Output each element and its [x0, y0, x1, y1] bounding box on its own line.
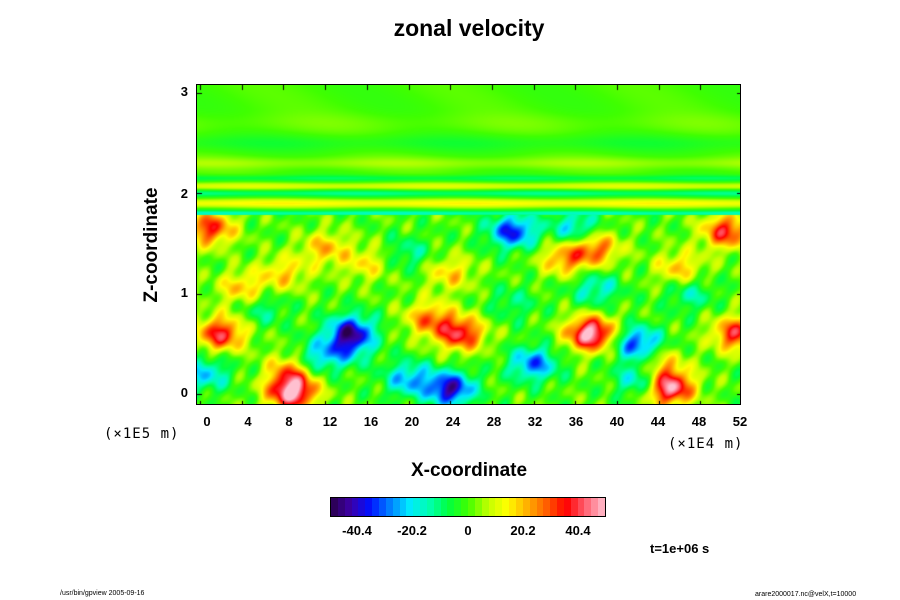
- x-tick-label: 32: [527, 414, 543, 429]
- y-axis-label: Z-coordinate: [141, 187, 162, 303]
- colorbar-segment: [433, 498, 442, 516]
- colorbar-segment: [529, 498, 538, 516]
- y-scale-note: (×1E5 m): [104, 426, 180, 442]
- colorbar-segment: [399, 498, 407, 516]
- colorbar-segment: [468, 498, 476, 516]
- colorbar-segment: [522, 498, 531, 516]
- colorbar-segment: [420, 498, 428, 516]
- colorbar-segment: [557, 498, 565, 516]
- colorbar-segment: [488, 498, 496, 516]
- colorbar-segment: [515, 498, 524, 516]
- colorbar-segment: [454, 498, 462, 516]
- plot-area: [196, 84, 741, 405]
- colorbar-segment: [351, 498, 359, 516]
- time-label: t=1e+06 s: [650, 541, 710, 556]
- colorbar-segment: [584, 498, 592, 516]
- x-tick-label: 40: [609, 414, 625, 429]
- x-tick-label: 28: [486, 414, 502, 429]
- colorbar-segment: [598, 498, 605, 516]
- x-axis-label: X-coordinate: [410, 460, 528, 481]
- colorbar-segment: [440, 498, 449, 516]
- colorbar-tick-label: 0: [464, 523, 472, 538]
- footer-left: /usr/bin/gpview 2005-09-16: [60, 590, 145, 597]
- colorbar-segment: [392, 498, 401, 516]
- colorbar-segment: [481, 498, 490, 516]
- zonal-velocity-heatmap: [197, 85, 740, 404]
- colorbar: [330, 497, 606, 517]
- x-tick-label: 48: [691, 414, 707, 429]
- x-tick-label: 52: [732, 414, 748, 429]
- x-tick-label: 0: [203, 414, 211, 429]
- x-tick-label: 16: [363, 414, 379, 429]
- colorbar-segment: [413, 498, 421, 516]
- colorbar-segment: [461, 498, 469, 516]
- colorbar-segment: [563, 498, 572, 516]
- x-tick-label: 44: [650, 414, 666, 429]
- colorbar-tick-label: 20.2: [510, 523, 536, 538]
- colorbar-segment: [577, 498, 586, 516]
- x-tick-label: 12: [322, 414, 338, 429]
- y-tick-label: 2: [180, 186, 188, 201]
- colorbar-segment: [406, 498, 414, 516]
- y-tick-label: 0: [180, 385, 188, 400]
- colorbar-tick-label: 40.4: [565, 523, 591, 538]
- colorbar-tick-label: -20.2: [397, 523, 427, 538]
- colorbar-tick-label: -40.4: [342, 523, 372, 538]
- colorbar-segment: [426, 498, 435, 516]
- colorbar-segment: [385, 498, 394, 516]
- colorbar-segment: [331, 498, 339, 516]
- x-tick-label: 4: [244, 414, 252, 429]
- colorbar-segment: [570, 498, 579, 516]
- colorbar-segment: [358, 498, 366, 516]
- colorbar-segment: [378, 498, 387, 516]
- chart-title: zonal velocity: [393, 15, 545, 41]
- y-tick-label: 1: [180, 285, 188, 300]
- colorbar-segment: [543, 498, 551, 516]
- x-scale-note: (×1E4 m): [668, 436, 744, 452]
- colorbar-segment: [365, 498, 373, 516]
- x-tick-label: 24: [445, 414, 461, 429]
- footer-right: arare2000017.nc@velX,t=10000: [755, 591, 857, 598]
- colorbar-segment: [550, 498, 558, 516]
- colorbar-segment: [502, 498, 510, 516]
- colorbar-segment: [536, 498, 544, 516]
- colorbar-segment: [474, 498, 483, 516]
- colorbar-segment: [447, 498, 455, 516]
- colorbar-segment: [509, 498, 517, 516]
- colorbar-segment: [372, 498, 380, 516]
- y-tick-label: 3: [180, 84, 188, 99]
- colorbar-segment: [344, 498, 353, 516]
- colorbar-segment: [591, 498, 599, 516]
- x-tick-label: 8: [285, 414, 293, 429]
- colorbar-segment: [495, 498, 503, 516]
- colorbar-segment: [337, 498, 346, 516]
- x-tick-label: 20: [404, 414, 420, 429]
- x-tick-label: 36: [568, 414, 584, 429]
